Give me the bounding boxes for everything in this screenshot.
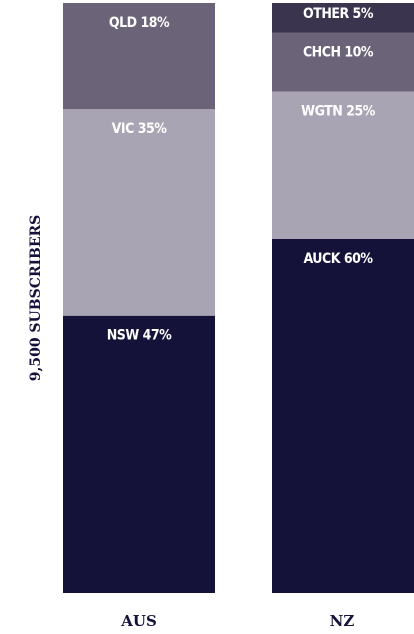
x-tick-label: AUS [120, 612, 157, 630]
bar-segment [272, 3, 414, 33]
segment-label: WGTN 25% [301, 104, 376, 120]
segment-label: OTHER 5% [303, 6, 374, 22]
segment-label: NSW 47% [107, 328, 172, 344]
segment-label: QLD 18% [109, 15, 170, 31]
segment-label: VIC 35% [112, 121, 168, 137]
bar-segment [272, 91, 414, 239]
bar-segment [63, 109, 215, 316]
bar-segment [272, 239, 414, 593]
segment-label: CHCH 10% [303, 45, 374, 61]
bar-segment [63, 315, 215, 593]
y-axis-label: 9,500 SUBSCRIBERS [28, 215, 44, 382]
segment-label: AUCK 60% [303, 251, 373, 267]
x-tick-label: NZ [330, 612, 355, 630]
bar-segment [63, 3, 215, 110]
bar-segment [272, 32, 414, 92]
